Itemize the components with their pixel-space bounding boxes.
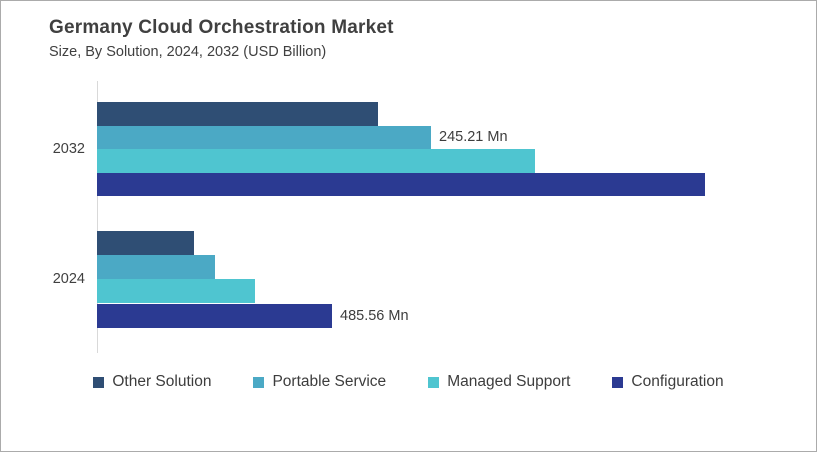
value-label-2032-portable-service: 245.21 Mn xyxy=(439,129,508,146)
legend-item-managed-support: Managed Support xyxy=(428,373,570,391)
legend-label: Portable Service xyxy=(272,373,387,390)
legend-item-other-solution: Other Solution xyxy=(93,373,211,391)
chart-title: Germany Cloud Orchestration Market xyxy=(49,17,394,38)
y-tick-2024: 2024 xyxy=(52,271,85,287)
legend-item-portable-service: Portable Service xyxy=(253,373,386,391)
legend-label: Managed Support xyxy=(447,373,571,390)
y-axis-line xyxy=(97,81,98,353)
legend: Other Solution Portable Service Managed … xyxy=(1,373,816,391)
legend-item-configuration: Configuration xyxy=(612,373,724,391)
bar-2032-other-solution xyxy=(97,102,378,126)
legend-swatch-icon xyxy=(93,376,105,388)
bar-2024-portable-service xyxy=(97,255,215,280)
chart-subtitle: Size, By Solution, 2024, 2032 (USD Billi… xyxy=(49,44,327,60)
bar-2024-configuration xyxy=(97,303,332,328)
legend-swatch-icon xyxy=(612,376,624,388)
bar-2032-configuration xyxy=(97,172,705,196)
bar-2032-managed-support xyxy=(97,149,535,173)
y-tick-2032: 2032 xyxy=(52,141,85,157)
bar-2024-other-solution xyxy=(97,231,194,256)
value-label-2024-configuration: 485.56 Mn xyxy=(340,307,409,324)
bar-2032-portable-service xyxy=(97,125,431,149)
bar-2024-managed-support xyxy=(97,279,255,304)
legend-label: Configuration xyxy=(631,373,724,390)
legend-swatch-icon xyxy=(428,376,440,388)
legend-swatch-icon xyxy=(253,376,265,388)
legend-label: Other Solution xyxy=(112,373,212,390)
